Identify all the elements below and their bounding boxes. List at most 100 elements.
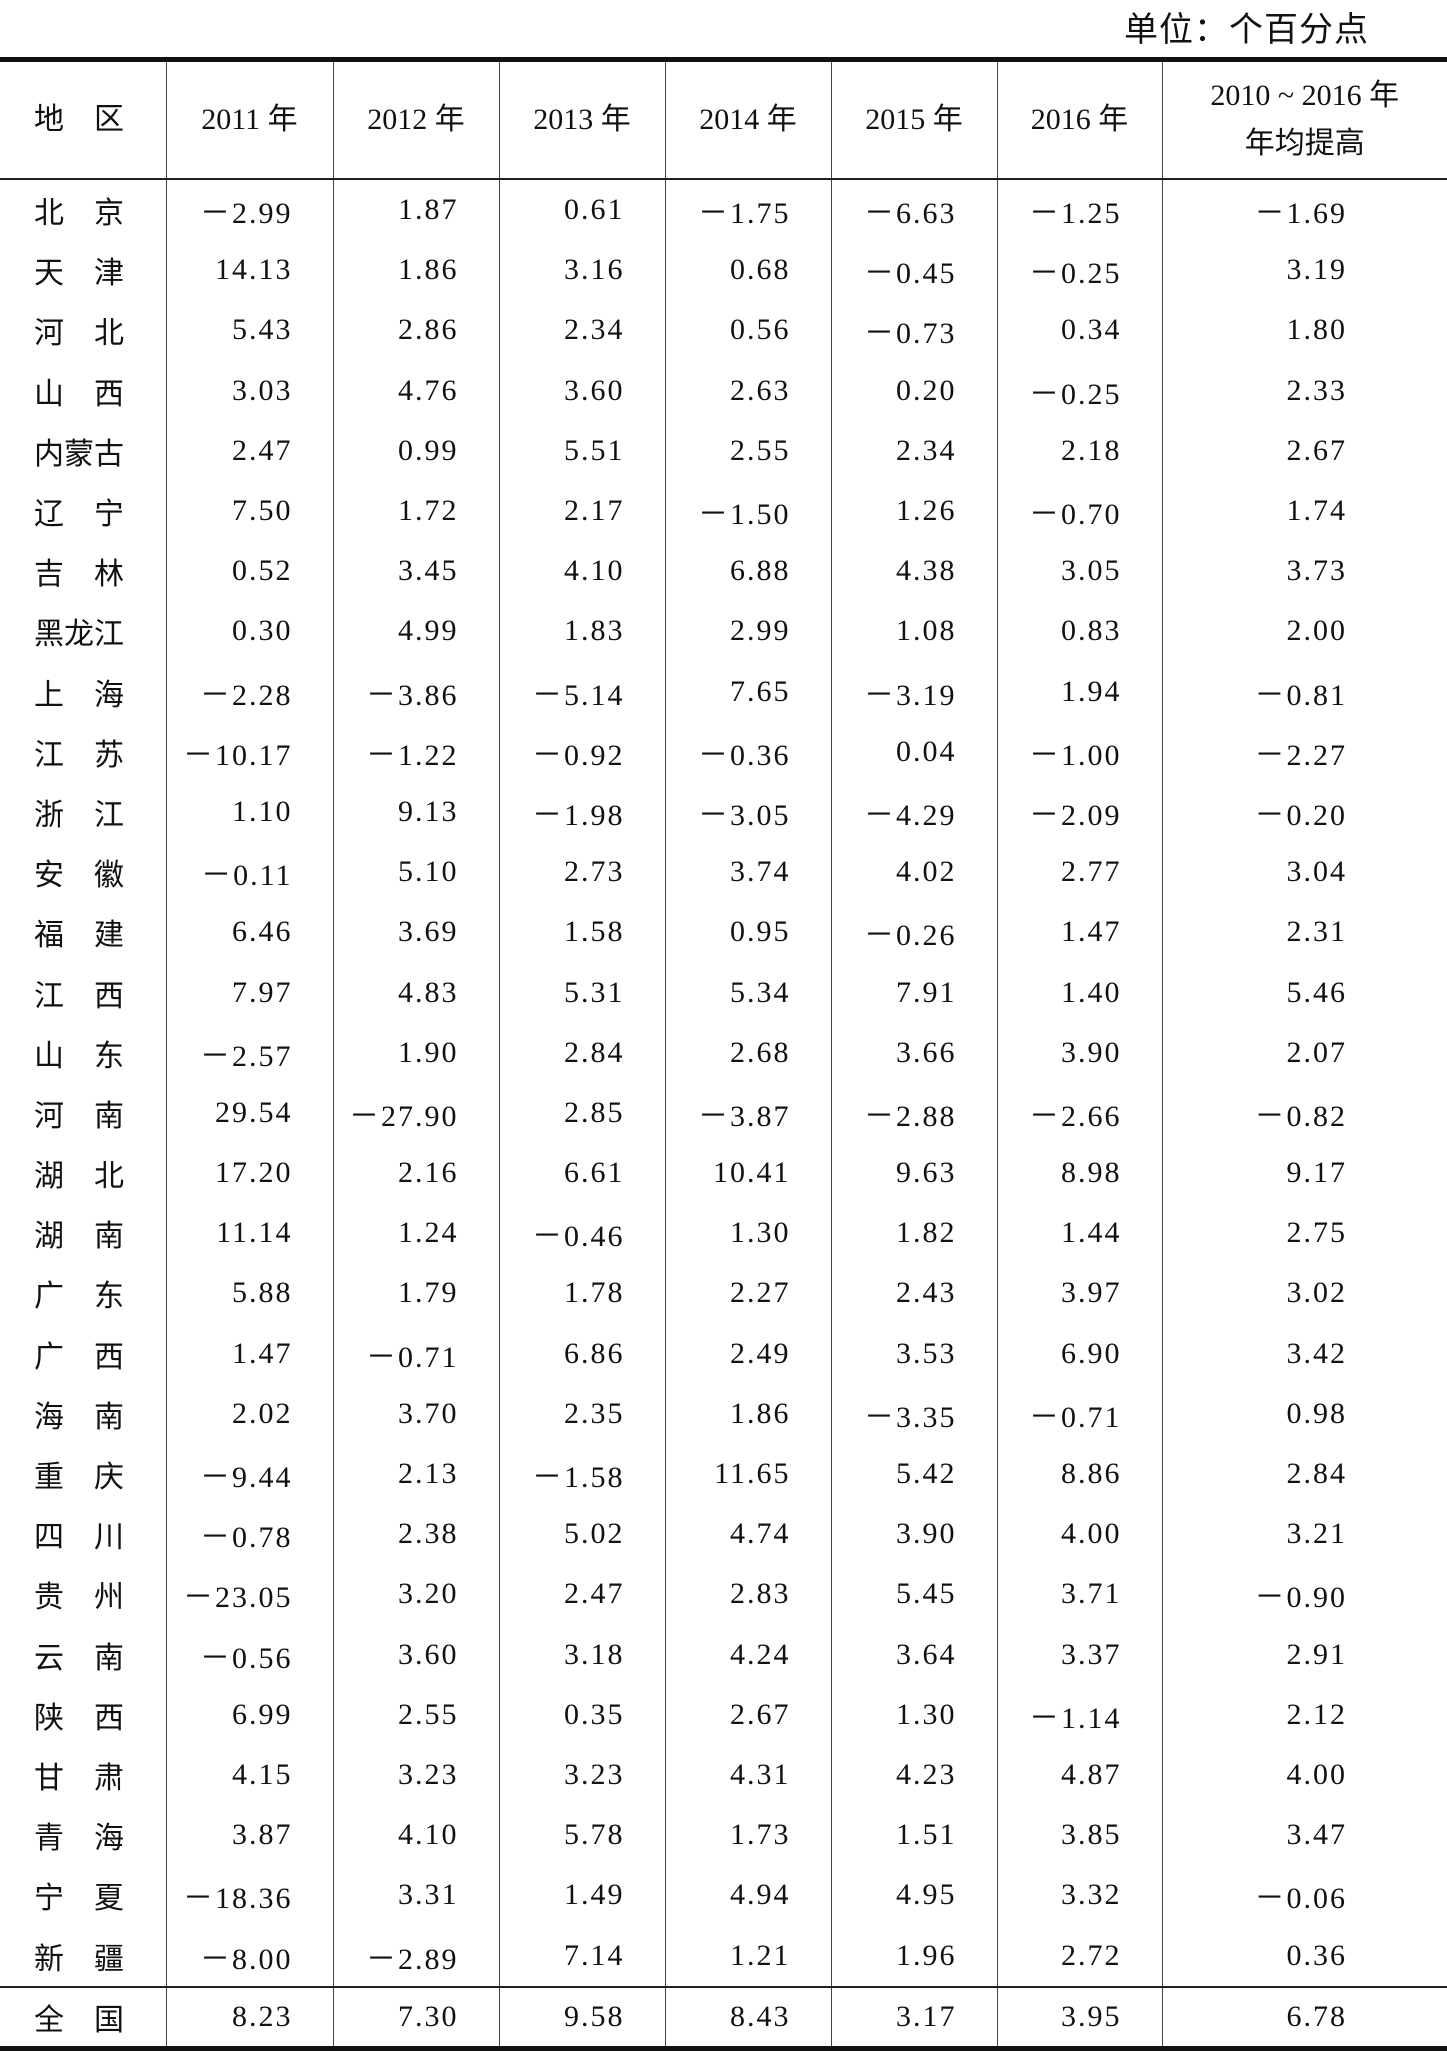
value-cell: 2.49 bbox=[665, 1324, 831, 1384]
region-cell: 青 海 bbox=[0, 1805, 166, 1865]
value-cell: 0.95 bbox=[665, 902, 831, 962]
value-cell: －1.14 bbox=[997, 1685, 1162, 1745]
value-cell: 3.23 bbox=[499, 1745, 665, 1805]
value-cell: 4.87 bbox=[997, 1745, 1162, 1805]
value-cell: 0.34 bbox=[997, 300, 1162, 360]
value-cell: 1.78 bbox=[499, 1263, 665, 1323]
value-cell: 1.08 bbox=[831, 601, 997, 661]
value-cell: －0.73 bbox=[831, 300, 997, 360]
value-cell: －0.36 bbox=[665, 722, 831, 782]
value-cell: 9.17 bbox=[1162, 1143, 1447, 1203]
value-cell: 3.21 bbox=[1162, 1504, 1447, 1564]
value-cell: 3.71 bbox=[997, 1564, 1162, 1624]
value-cell: 0.36 bbox=[1162, 1925, 1447, 1986]
value-cell: 2.83 bbox=[665, 1564, 831, 1624]
value-cell: 4.00 bbox=[997, 1504, 1162, 1564]
header-2012: 2012 年 bbox=[333, 60, 499, 180]
region-cell: 河 南 bbox=[0, 1083, 166, 1143]
value-cell: 3.16 bbox=[499, 240, 665, 300]
value-cell: －1.69 bbox=[1162, 179, 1447, 240]
value-cell: 3.60 bbox=[333, 1625, 499, 1685]
value-cell: 8.86 bbox=[997, 1444, 1162, 1504]
value-cell: 3.05 bbox=[997, 541, 1162, 601]
value-cell: 3.31 bbox=[333, 1865, 499, 1925]
value-cell: 0.20 bbox=[831, 361, 997, 421]
value-cell: 0.30 bbox=[166, 601, 333, 661]
value-cell: 0.99 bbox=[333, 421, 499, 481]
value-cell: 4.38 bbox=[831, 541, 997, 601]
value-cell: 5.31 bbox=[499, 962, 665, 1022]
value-cell: 0.35 bbox=[499, 1685, 665, 1745]
value-cell: 3.70 bbox=[333, 1384, 499, 1444]
value-cell: 7.91 bbox=[831, 962, 997, 1022]
value-cell: 1.58 bbox=[499, 902, 665, 962]
header-row: 地 区 2011 年 2012 年 2013 年 2014 年 2015 年 2… bbox=[0, 60, 1447, 180]
unit-label: 单位：个百分点 bbox=[1124, 2, 1369, 51]
value-cell: 5.46 bbox=[1162, 962, 1447, 1022]
value-cell: －0.11 bbox=[166, 842, 333, 902]
value-cell: 0.98 bbox=[1162, 1384, 1447, 1444]
value-cell: －2.09 bbox=[997, 782, 1162, 842]
value-cell: 7.50 bbox=[166, 481, 333, 541]
region-cell: 重 庆 bbox=[0, 1444, 166, 1504]
region-cell: 辽 宁 bbox=[0, 481, 166, 541]
value-cell: 2.27 bbox=[665, 1263, 831, 1323]
value-cell: 3.73 bbox=[1162, 541, 1447, 601]
value-cell: －1.22 bbox=[333, 722, 499, 782]
value-cell: －0.81 bbox=[1162, 662, 1447, 722]
value-cell: 10.41 bbox=[665, 1143, 831, 1203]
value-cell: 4.23 bbox=[831, 1745, 997, 1805]
value-cell: 4.24 bbox=[665, 1625, 831, 1685]
value-cell: 4.76 bbox=[333, 361, 499, 421]
value-cell: －2.89 bbox=[333, 1925, 499, 1986]
value-cell: 2.67 bbox=[1162, 421, 1447, 481]
value-cell: 2.34 bbox=[831, 421, 997, 481]
region-cell: 云 南 bbox=[0, 1625, 166, 1685]
value-cell: 4.10 bbox=[333, 1805, 499, 1865]
value-cell: 3.47 bbox=[1162, 1805, 1447, 1865]
value-cell: 2.55 bbox=[333, 1685, 499, 1745]
value-cell: －23.05 bbox=[166, 1564, 333, 1624]
value-cell: 1.96 bbox=[831, 1925, 997, 1986]
header-2014: 2014 年 bbox=[665, 60, 831, 180]
value-cell: －2.99 bbox=[166, 179, 333, 240]
value-cell: 1.47 bbox=[166, 1324, 333, 1384]
value-cell: 17.20 bbox=[166, 1143, 333, 1203]
value-cell: 5.43 bbox=[166, 300, 333, 360]
value-cell: 2.73 bbox=[499, 842, 665, 902]
value-cell: －3.86 bbox=[333, 662, 499, 722]
value-cell: 4.95 bbox=[831, 1865, 997, 1925]
value-cell: 5.51 bbox=[499, 421, 665, 481]
value-cell: －3.05 bbox=[665, 782, 831, 842]
value-cell: －0.46 bbox=[499, 1203, 665, 1263]
value-cell: 1.90 bbox=[333, 1023, 499, 1083]
value-cell: 6.46 bbox=[166, 902, 333, 962]
value-cell: 5.02 bbox=[499, 1504, 665, 1564]
value-cell: 1.30 bbox=[665, 1203, 831, 1263]
region-cell: 内蒙古 bbox=[0, 421, 166, 481]
value-cell: 1.72 bbox=[333, 481, 499, 541]
value-cell: 4.15 bbox=[166, 1745, 333, 1805]
header-average-line2: 年均提高 bbox=[1163, 120, 1447, 168]
region-cell: 河 北 bbox=[0, 300, 166, 360]
region-cell: 宁 夏 bbox=[0, 1865, 166, 1925]
value-cell: －1.58 bbox=[499, 1444, 665, 1504]
value-cell: 2.12 bbox=[1162, 1685, 1447, 1745]
value-cell: 1.80 bbox=[1162, 300, 1447, 360]
value-cell: 6.90 bbox=[997, 1324, 1162, 1384]
